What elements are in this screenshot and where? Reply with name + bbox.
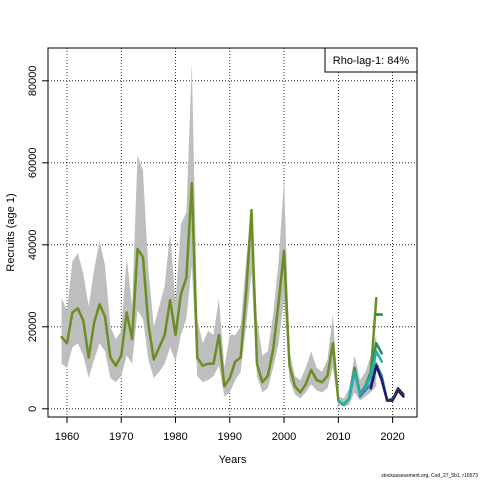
series-line-1 — [60, 182, 378, 406]
x-tick-label: 1990 — [218, 431, 242, 443]
x-tick-label: 2010 — [326, 431, 350, 443]
x-tick-label: 2020 — [380, 431, 404, 443]
x-tick-label: 1960 — [55, 431, 79, 443]
x-tick-label: 1970 — [109, 431, 133, 443]
y-axis-title: Recruits (age 1) — [5, 193, 17, 271]
y-tick-label: 40000 — [27, 230, 39, 261]
x-tick-label: 1980 — [163, 431, 187, 443]
y-axis: 0 20000 40000 60000 80000 — [27, 66, 48, 412]
footnote: stockassessment.org, Cod_27_5b1, r16573 — [381, 473, 478, 479]
legend-box — [324, 47, 418, 73]
y-tick-label: 60000 — [27, 148, 39, 179]
x-tick-label: 2000 — [272, 431, 296, 443]
x-axis: 1960 1970 1980 1990 2000 2010 2020 — [55, 417, 405, 443]
confidence-band — [61, 62, 377, 407]
y-tick-label: 80000 — [27, 66, 39, 97]
series-line-7 — [385, 387, 405, 402]
series-group — [60, 182, 405, 406]
confidence-band-group — [61, 62, 377, 407]
legend-text: Rho-lag-1: 84% — [333, 55, 410, 67]
x-axis-title: Years — [219, 454, 247, 466]
y-tick-label: 20000 — [27, 312, 39, 343]
legend: Rho-lag-1: 84% — [324, 47, 418, 73]
plot-frame — [47, 47, 418, 418]
y-tick-label: 0 — [27, 406, 39, 412]
